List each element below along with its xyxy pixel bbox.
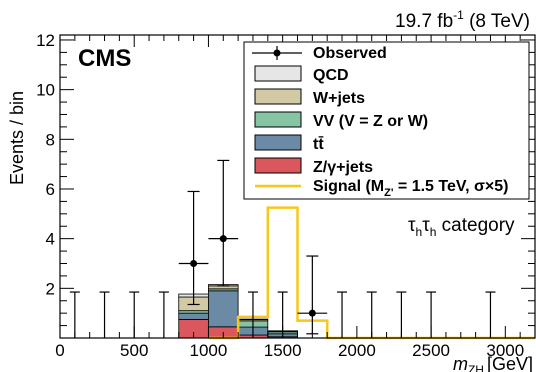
stack-bar-1-1 — [208, 290, 239, 328]
x-axis-title: mZH [GeV] — [453, 354, 533, 372]
y-axis-title: Events / bin — [7, 91, 27, 185]
observed-point-2 — [297, 255, 328, 335]
stack-bar-1-0 — [178, 312, 209, 320]
y-tick-label-5: 12 — [36, 31, 55, 50]
observed-marker-2 — [308, 309, 316, 317]
legend-entry-qcd: QCD — [254, 65, 349, 84]
x-tick-label-3: 1500 — [264, 341, 302, 360]
x-tick-label-5: 2500 — [412, 341, 450, 360]
y-tick-label-2: 6 — [46, 180, 55, 199]
signal-histogram — [208, 206, 535, 340]
x-tick-label-2: 1000 — [190, 341, 228, 360]
experiment-label: CMS — [78, 45, 131, 72]
lumi-label: 19.7 fb-1 (8 TeV) — [395, 8, 530, 32]
observed-marker-0 — [190, 259, 198, 267]
legend-label-observed: Observed — [313, 45, 387, 62]
x-tick-label-4: 2000 — [338, 341, 376, 360]
y-tick-label-3: 8 — [46, 130, 55, 149]
category-label: τhτh category — [408, 215, 515, 239]
observed-point-1 — [208, 159, 239, 287]
observed-points — [69, 159, 496, 338]
y-tick-label-4: 10 — [36, 81, 55, 100]
observed-point-0 — [178, 190, 209, 306]
observed-marker-1 — [219, 235, 227, 243]
x-tick-label-6: 3000 — [486, 341, 524, 360]
legend-label-zjets: Z/γ+jets — [313, 159, 373, 176]
legend-label-vv: VV (V = Z or W) — [313, 113, 428, 130]
y-tick-label-0: 2 — [46, 279, 55, 298]
legend-entry-wjets: W+jets — [254, 88, 365, 107]
legend-entry-zjets: Z/γ+jets — [254, 157, 373, 176]
legend-label-wjets: W+jets — [313, 90, 365, 107]
legend-entry-vv: VV (V = Z or W) — [254, 111, 428, 130]
x-tick-label-0: 0 — [55, 341, 64, 360]
legend-label-signal: Signal (MZ' = 1.5 TeV, σ×5) — [313, 178, 508, 199]
legend-marker-observed — [273, 49, 281, 57]
legend-entry-observed: Observed — [252, 45, 387, 62]
legend: Observed QCD W+jets VV (V = Z or W) tt̄ … — [243, 41, 530, 200]
signal-line — [208, 206, 535, 340]
axis-labels: 0 500 1000 1500 2000 2500 3000 2 4 6 8 10 12 — [36, 31, 524, 360]
legend-entry-signal: Signal (MZ' = 1.5 TeV, σ×5) — [255, 178, 508, 199]
legend-label-ttbar: tt̄ — [313, 135, 324, 153]
legend-label-qcd: QCD — [313, 67, 349, 84]
x-tick-label-1: 500 — [120, 341, 148, 360]
legend-entry-ttbar: tt̄ — [254, 134, 324, 153]
y-tick-label-1: 4 — [46, 230, 55, 249]
